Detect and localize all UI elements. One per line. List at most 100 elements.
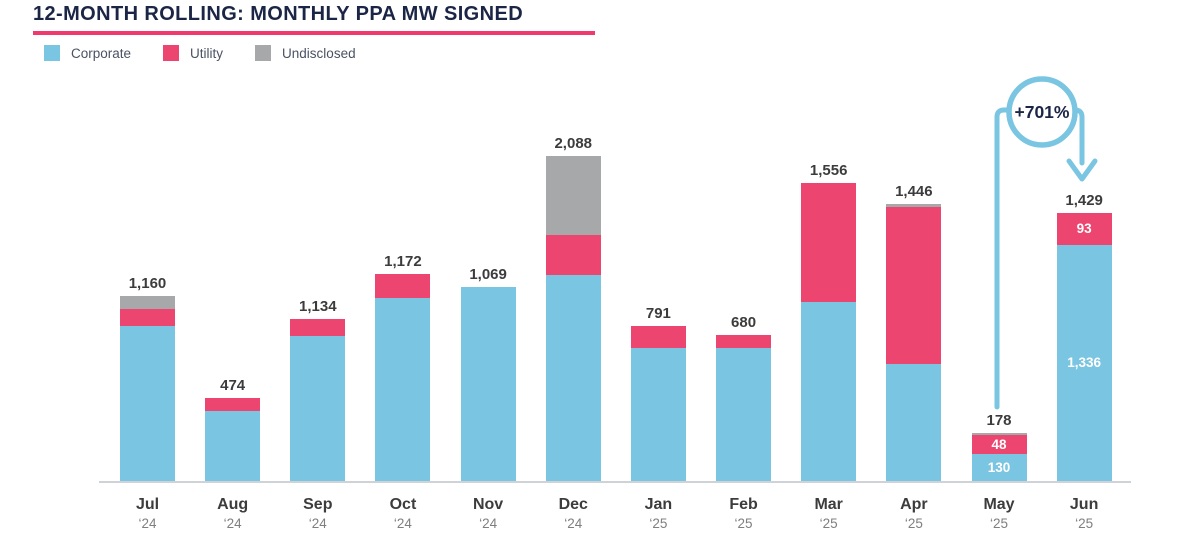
tick-month-label: Dec xyxy=(558,496,588,513)
segment-undisclosed xyxy=(971,433,1027,435)
bar-feb-25: 680 Feb ‘25 xyxy=(716,314,772,531)
bar-mar-25: 1,556 Mar ‘25 xyxy=(801,162,857,531)
tick-month-label: Feb xyxy=(729,496,758,513)
segment-corporate xyxy=(120,326,175,481)
segment-corporate xyxy=(375,298,431,481)
segment-undisclosed xyxy=(120,296,175,309)
tick-month-label: May xyxy=(983,496,1015,513)
segment-corporate xyxy=(290,336,346,481)
x-axis-tick: Jun ‘25 xyxy=(1037,496,1132,532)
bar-total-label: 178 xyxy=(986,412,1012,429)
bar-aug-24: 474 Aug ‘24 xyxy=(205,377,261,531)
x-axis-tick: Jul ‘24 xyxy=(100,496,195,532)
segment-utility xyxy=(290,319,346,336)
segment-corporate: 130 xyxy=(971,454,1027,481)
segment-undisclosed xyxy=(545,156,601,235)
bar-total-label: 1,134 xyxy=(299,298,337,315)
x-axis-tick: Sep ‘24 xyxy=(270,496,365,532)
page-title: 12-MONTH ROLLING: MONTHLY PPA MW SIGNED xyxy=(33,3,524,25)
segment-utility xyxy=(120,309,175,326)
segment-corporate xyxy=(801,302,857,481)
annotation-line-to-jun xyxy=(1070,107,1085,166)
x-axis-tick: Jan ‘25 xyxy=(611,496,706,532)
annotation-line-from-may xyxy=(994,107,1014,410)
tick-year-label: ‘24 xyxy=(308,516,327,532)
bar-total-label: 1,069 xyxy=(469,266,507,283)
arrow-down-icon xyxy=(1066,158,1098,182)
bar-may-25: 178 48 130 May ‘25 xyxy=(971,412,1027,531)
corporate-swatch-icon xyxy=(44,45,60,61)
tick-month-label: Jul xyxy=(135,496,160,513)
bar-jan-25: 791 Jan ‘25 xyxy=(630,305,686,531)
tick-month-label: Jun xyxy=(1069,496,1099,513)
bar-total-label: 1,556 xyxy=(809,162,848,179)
tick-year-label: ‘25 xyxy=(1075,516,1094,532)
bar-jun-25: 1,429 93 1,336 Jun ‘25 xyxy=(1056,192,1112,531)
bar-total-label: 1,446 xyxy=(895,183,933,200)
bar-jul-24: 1,160 Jul ‘24 xyxy=(120,275,175,531)
tick-year-label: ‘25 xyxy=(649,516,668,532)
x-axis-tick: Dec ‘24 xyxy=(526,496,621,532)
legend-item-undisclosed: Undisclosed xyxy=(255,45,356,61)
bar-apr-25: 1,446 Apr ‘25 xyxy=(886,183,942,531)
bar-sep-24: 1,134 Sep ‘24 xyxy=(290,298,346,531)
x-axis-tick: Apr ‘25 xyxy=(866,496,961,532)
bar-total-label: 1,160 xyxy=(128,275,167,292)
x-axis-line xyxy=(99,481,1131,483)
segment-corporate xyxy=(886,364,942,481)
tick-year-label: ‘24 xyxy=(479,516,498,532)
segment-corporate xyxy=(716,348,772,481)
bar-total-label: 680 xyxy=(731,314,757,331)
x-axis-tick: Oct ‘24 xyxy=(355,496,450,532)
segment-corporate xyxy=(460,287,516,481)
tick-month-label: Aug xyxy=(217,496,249,513)
segment-value-label: 1,336 xyxy=(1067,355,1102,371)
bar-oct-24: 1,172 Oct ‘24 xyxy=(375,253,431,531)
legend-label: Undisclosed xyxy=(282,45,356,61)
tick-month-label: Jan xyxy=(644,496,673,513)
tick-year-label: ‘25 xyxy=(904,516,923,532)
bar-nov-24: 1,069 Nov ‘24 xyxy=(460,266,516,531)
segment-value-label: 130 xyxy=(987,459,1011,475)
segment-value-label: 93 xyxy=(1076,221,1092,237)
bar-total-label: 791 xyxy=(645,305,671,322)
bar-dec-24: 2,088 Dec ‘24 xyxy=(545,135,601,531)
tick-month-label: Sep xyxy=(303,496,333,513)
tick-year-label: ‘24 xyxy=(138,516,157,532)
bar-total-label: 1,429 xyxy=(1065,192,1103,209)
bar-total-label: 474 xyxy=(220,377,246,394)
segment-utility xyxy=(630,326,686,348)
segment-utility xyxy=(375,274,431,298)
legend: Corporate Utility Undisclosed xyxy=(44,45,356,61)
segment-utility xyxy=(886,207,942,364)
utility-swatch-icon xyxy=(163,45,180,61)
tick-year-label: ‘25 xyxy=(819,516,838,532)
title-underline xyxy=(33,31,595,35)
x-axis-tick: Mar ‘25 xyxy=(781,496,876,532)
legend-item-corporate: Corporate xyxy=(44,45,131,61)
segment-corporate xyxy=(545,275,601,481)
bar-total-label: 1,172 xyxy=(384,253,422,270)
segment-utility: 48 xyxy=(971,435,1027,454)
segment-undisclosed xyxy=(886,204,942,207)
segment-corporate: 1,336 xyxy=(1056,245,1112,481)
legend-label: Corporate xyxy=(71,45,132,61)
tick-year-label: ‘25 xyxy=(989,516,1008,532)
undisclosed-swatch-icon xyxy=(255,45,272,61)
legend-item-utility: Utility xyxy=(163,45,223,61)
tick-year-label: ‘25 xyxy=(734,516,753,532)
tick-month-label: Oct xyxy=(389,496,417,513)
tick-year-label: ‘24 xyxy=(223,516,242,532)
tick-year-label: ‘24 xyxy=(393,516,412,532)
tick-month-label: Mar xyxy=(814,496,843,513)
legend-label: Utility xyxy=(190,45,224,61)
segment-utility: 93 xyxy=(1056,213,1112,245)
segment-corporate xyxy=(205,411,261,481)
x-axis-tick: Aug ‘24 xyxy=(185,496,280,532)
x-axis-tick: Nov ‘24 xyxy=(441,496,536,532)
segment-value-label: 48 xyxy=(991,436,1007,452)
segment-corporate xyxy=(630,348,686,481)
bar-total-label: 2,088 xyxy=(554,135,593,152)
segment-utility xyxy=(801,183,857,302)
